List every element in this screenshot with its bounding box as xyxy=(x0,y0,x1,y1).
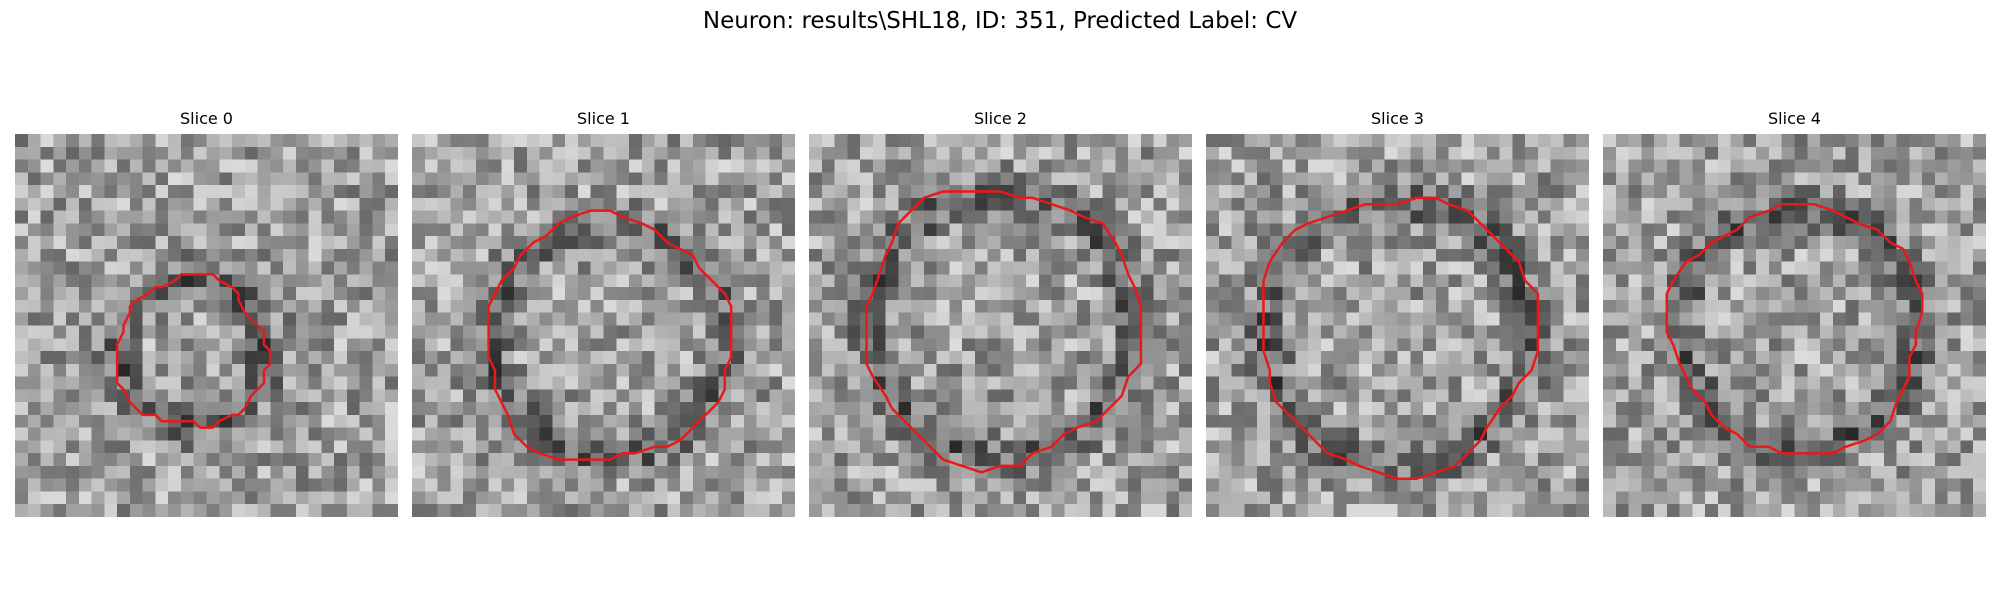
slice-panel-4: Slice 4 xyxy=(1603,108,1986,517)
slice-panel-2: Slice 2 xyxy=(809,108,1192,517)
slice-title: Slice 4 xyxy=(1768,109,1821,128)
contour-outline xyxy=(487,209,733,461)
slice-title: Slice 0 xyxy=(180,109,233,128)
slice-image xyxy=(809,134,1192,517)
slice-image xyxy=(1603,134,1986,517)
slice-panel-1: Slice 1 xyxy=(412,108,795,517)
slice-image xyxy=(15,134,398,517)
contour-outline xyxy=(1262,196,1540,480)
slice-image-svg xyxy=(412,134,795,517)
slice-title: Slice 2 xyxy=(974,109,1027,128)
contour-outline xyxy=(865,190,1143,474)
contour-outline xyxy=(1665,202,1924,455)
slice-image-svg xyxy=(15,134,398,517)
contour-outline xyxy=(115,273,272,429)
slice-title: Slice 1 xyxy=(577,109,630,128)
slice-image-svg xyxy=(1206,134,1589,517)
slice-title: Slice 3 xyxy=(1371,109,1424,128)
slice-image xyxy=(1206,134,1589,517)
slice-image-svg xyxy=(1603,134,1986,517)
figure-title: Neuron: results\SHL18, ID: 351, Predicte… xyxy=(702,8,1298,34)
slice-image xyxy=(412,134,795,517)
slice-image-svg xyxy=(809,134,1192,517)
slice-panel-0: Slice 0 xyxy=(15,108,398,517)
slice-panel-3: Slice 3 xyxy=(1206,108,1589,517)
